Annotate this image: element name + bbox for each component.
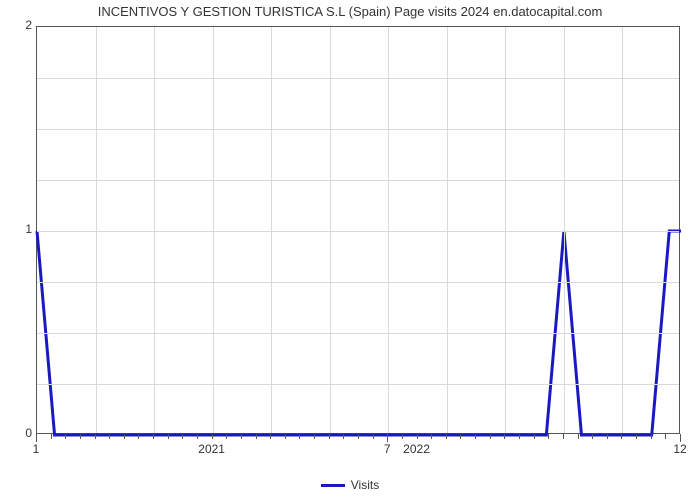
gridline-v bbox=[96, 27, 97, 433]
x-minor-tick bbox=[95, 434, 96, 439]
gridline-v bbox=[213, 27, 214, 433]
x-minor-tick bbox=[621, 434, 622, 439]
x-minor-tick bbox=[490, 434, 491, 439]
gridline-h-minor bbox=[37, 78, 679, 79]
x-minor-tick bbox=[226, 434, 227, 439]
gridline-v bbox=[447, 27, 448, 433]
x-minor-tick bbox=[212, 434, 213, 439]
x-minor-tick bbox=[607, 434, 608, 439]
x-minor-tick bbox=[51, 434, 52, 439]
x-major-tick bbox=[387, 434, 388, 442]
gridline-v bbox=[330, 27, 331, 433]
x-minor-tick bbox=[270, 434, 271, 439]
gridline-h bbox=[37, 231, 679, 232]
gridline-v bbox=[622, 27, 623, 433]
x-minor-tick bbox=[460, 434, 461, 439]
x-minor-tick bbox=[314, 434, 315, 439]
gridline-h-minor bbox=[37, 180, 679, 181]
x-minor-tick bbox=[548, 434, 549, 439]
x-major-tick bbox=[680, 434, 681, 442]
plot-area bbox=[36, 26, 680, 434]
x-minor-tick bbox=[578, 434, 579, 439]
x-tick-label: 7 bbox=[384, 442, 391, 456]
gridline-v bbox=[271, 27, 272, 433]
x-major-tick bbox=[36, 434, 37, 442]
x-minor-tick bbox=[168, 434, 169, 439]
x-minor-tick bbox=[665, 434, 666, 439]
x-minor-tick bbox=[446, 434, 447, 439]
x-year-label: 2022 bbox=[403, 442, 430, 456]
x-minor-tick bbox=[241, 434, 242, 439]
x-minor-tick bbox=[124, 434, 125, 439]
gridline-v bbox=[388, 27, 389, 433]
x-minor-tick bbox=[197, 434, 198, 439]
y-tick-label: 2 bbox=[8, 18, 32, 32]
x-minor-tick bbox=[153, 434, 154, 439]
x-minor-tick bbox=[636, 434, 637, 439]
gridline-v bbox=[505, 27, 506, 433]
chart-title: INCENTIVOS Y GESTION TURISTICA S.L (Spai… bbox=[0, 4, 700, 19]
x-minor-tick bbox=[504, 434, 505, 439]
legend-label: Visits bbox=[351, 478, 379, 492]
gridline-h-minor bbox=[37, 282, 679, 283]
y-tick-label: 1 bbox=[8, 222, 32, 236]
x-minor-tick bbox=[138, 434, 139, 439]
x-minor-tick bbox=[358, 434, 359, 439]
x-minor-tick bbox=[417, 434, 418, 439]
x-tick-label: 12 bbox=[673, 442, 686, 456]
gridline-h-minor bbox=[37, 384, 679, 385]
x-minor-tick bbox=[534, 434, 535, 439]
legend-swatch bbox=[321, 484, 345, 487]
gridline-v bbox=[564, 27, 565, 433]
x-minor-tick bbox=[373, 434, 374, 439]
gridline-h-minor bbox=[37, 129, 679, 130]
x-minor-tick bbox=[563, 434, 564, 439]
x-minor-tick bbox=[431, 434, 432, 439]
gridline-v bbox=[154, 27, 155, 433]
x-year-label: 2021 bbox=[198, 442, 225, 456]
x-minor-tick bbox=[343, 434, 344, 439]
x-minor-tick bbox=[80, 434, 81, 439]
y-tick-label: 0 bbox=[8, 426, 32, 440]
x-minor-tick bbox=[651, 434, 652, 439]
x-minor-tick bbox=[65, 434, 66, 439]
x-minor-tick bbox=[329, 434, 330, 439]
gridline-h-minor bbox=[37, 333, 679, 334]
x-minor-tick bbox=[285, 434, 286, 439]
x-minor-tick bbox=[109, 434, 110, 439]
x-tick-label: 1 bbox=[33, 442, 40, 456]
x-minor-tick bbox=[299, 434, 300, 439]
x-minor-tick bbox=[182, 434, 183, 439]
x-minor-tick bbox=[475, 434, 476, 439]
x-minor-tick bbox=[256, 434, 257, 439]
x-minor-tick bbox=[519, 434, 520, 439]
x-minor-tick bbox=[402, 434, 403, 439]
legend: Visits bbox=[0, 478, 700, 492]
x-minor-tick bbox=[592, 434, 593, 439]
